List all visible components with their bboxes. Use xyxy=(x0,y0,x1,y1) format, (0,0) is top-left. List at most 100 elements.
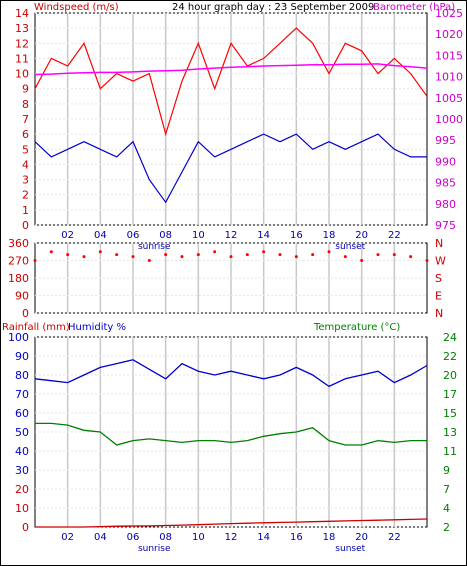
y-tick-label: 100 xyxy=(8,331,29,344)
y2-tick-label: 995 xyxy=(435,134,456,147)
x-tick-label: 18 xyxy=(323,532,336,543)
direction-point xyxy=(147,259,151,262)
y2-tick-label: 17 xyxy=(443,388,457,401)
direction-point xyxy=(98,250,102,254)
direction-point xyxy=(278,253,282,257)
x-tick-label: 10 xyxy=(192,230,205,241)
x-tick-label: 16 xyxy=(290,532,303,543)
y2-tick-label: 985 xyxy=(435,177,456,190)
direction-point xyxy=(262,250,266,254)
series-line-gust-avg-m-s- xyxy=(34,133,427,204)
y-tick-label: 11 xyxy=(15,52,29,65)
y-tick-label: 90 xyxy=(15,290,29,303)
y2-tick-label: 1000 xyxy=(435,113,463,126)
sunset-label: sunset xyxy=(335,242,365,252)
direction-point xyxy=(294,255,298,259)
y-tick-label: 80 xyxy=(15,369,29,382)
sunrise-label: sunrise xyxy=(138,544,171,554)
direction-point xyxy=(131,255,135,259)
series-line-rainfall-mm- xyxy=(35,518,428,528)
direction-point xyxy=(376,253,380,257)
y2-tick-label: 1015 xyxy=(435,49,463,62)
compass-tick-label: N xyxy=(435,237,443,250)
y-tick-label: 0 xyxy=(22,219,29,232)
x-tick-label: 02 xyxy=(61,230,74,241)
x-tick-label: 12 xyxy=(225,532,238,543)
direction-point xyxy=(229,255,233,259)
sunset-label: sunset xyxy=(335,544,365,554)
y-tick-label: 14 xyxy=(15,7,29,20)
direction-point xyxy=(327,250,331,254)
y-tick-label: 270 xyxy=(8,255,29,268)
compass-tick-label: S xyxy=(435,272,442,285)
y2-tick-label: 13 xyxy=(443,426,457,439)
y2-tick-label: 1005 xyxy=(435,92,463,105)
compass-tick-label: N xyxy=(435,307,443,320)
y2-tick-label: 1025 xyxy=(435,7,463,20)
y2-tick-label: 11 xyxy=(443,445,457,458)
y-tick-label: 9 xyxy=(22,83,29,96)
y-tick-label: 0 xyxy=(22,307,29,320)
direction-point xyxy=(49,250,53,254)
y-tick-label: 5 xyxy=(22,143,29,156)
y-tick-label: 4 xyxy=(22,158,29,171)
y2-tick-label: 4 xyxy=(443,502,450,515)
y-tick-label: 360 xyxy=(8,237,29,250)
y-tick-label: 50 xyxy=(15,426,29,439)
y2-tick-label: 7 xyxy=(443,483,450,496)
chart-title: 24 hour graph day : 23 September 2009 xyxy=(172,2,374,13)
direction-point xyxy=(115,253,119,257)
rainfall-axis-label: Rainfall (mm) xyxy=(2,322,70,333)
y-tick-label: 2 xyxy=(22,189,29,202)
barometer-axis-label: Barometer (hPa) xyxy=(373,2,455,13)
y2-tick-label: 15 xyxy=(443,407,457,420)
y2-tick-label: 990 xyxy=(435,155,456,168)
y-tick-label: 12 xyxy=(15,37,29,50)
y-tick-label: 90 xyxy=(15,350,29,363)
y2-tick-label: 975 xyxy=(435,219,456,232)
y-tick-label: 0 xyxy=(22,521,29,534)
compass-tick-label: E xyxy=(435,290,442,303)
chart-marks: 0123456789101112131497598098599099510001… xyxy=(8,7,463,554)
direction-point xyxy=(392,253,396,257)
x-tick-label: 04 xyxy=(94,230,107,241)
y2-tick-label: 2 xyxy=(443,521,450,534)
x-tick-label: 14 xyxy=(257,230,270,241)
x-tick-label: 08 xyxy=(159,532,172,543)
series-line-temperature-c- xyxy=(35,422,427,446)
x-tick-label: 12 xyxy=(225,230,238,241)
direction-point xyxy=(180,255,184,259)
direction-point xyxy=(164,253,168,257)
direction-point xyxy=(196,253,200,257)
x-tick-label: 18 xyxy=(323,230,336,241)
x-tick-label: 20 xyxy=(355,532,368,543)
y-tick-label: 1 xyxy=(22,204,29,217)
y-tick-label: 180 xyxy=(8,272,29,285)
x-tick-label: 06 xyxy=(127,532,140,543)
y2-tick-label: 1020 xyxy=(435,28,463,41)
y-tick-label: 40 xyxy=(15,445,29,458)
x-tick-label: 22 xyxy=(388,230,401,241)
direction-point xyxy=(360,259,364,262)
humidity-axis-label: Humidity % xyxy=(68,322,126,333)
direction-point xyxy=(66,253,70,257)
y-tick-label: 30 xyxy=(15,464,29,477)
y-tick-label: 10 xyxy=(15,502,29,515)
temperature-axis-label: Temperature (°C) xyxy=(313,322,400,333)
direction-point xyxy=(311,253,315,257)
compass-tick-label: W xyxy=(435,255,446,268)
y-tick-label: 3 xyxy=(22,174,29,187)
x-tick-label: 20 xyxy=(355,230,368,241)
series-line-humidity- xyxy=(34,359,428,388)
x-tick-label: 10 xyxy=(192,532,205,543)
y-tick-label: 20 xyxy=(15,483,29,496)
series-line-windspeed-m-s- xyxy=(34,27,428,137)
y-tick-label: 10 xyxy=(15,68,29,81)
y2-tick-label: 980 xyxy=(435,198,456,211)
y2-tick-label: 24 xyxy=(443,331,457,344)
y-tick-label: 8 xyxy=(22,98,29,111)
x-tick-label: 08 xyxy=(159,230,172,241)
direction-point xyxy=(409,255,413,259)
windspeed-axis-label: Windspeed (m/s) xyxy=(34,2,119,13)
